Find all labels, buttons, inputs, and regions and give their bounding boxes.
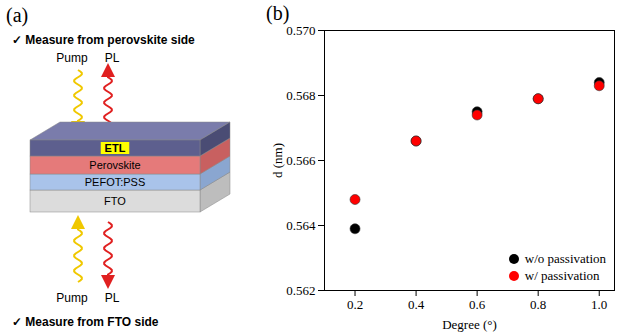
svg-text:PL: PL	[105, 291, 120, 305]
svg-text:PEFOT:PSS: PEFOT:PSS	[85, 176, 146, 188]
html-text:(b): (b)	[266, 2, 290, 24]
svg-text:0.6: 0.6	[469, 297, 486, 312]
svg-text:✓ Measure from perovskite side: ✓ Measure from perovskite side	[12, 33, 195, 47]
svg-text:0.566: 0.566	[286, 153, 316, 168]
svg-text:0.8: 0.8	[530, 297, 546, 312]
svg-text:ETL: ETL	[105, 142, 126, 154]
svg-text:0.564: 0.564	[286, 218, 316, 233]
svg-text:Perovskite: Perovskite	[89, 159, 140, 171]
svg-text:PL: PL	[105, 51, 120, 65]
svg-text:d (nm): d (nm)	[270, 143, 285, 178]
svg-text:0.570: 0.570	[286, 23, 315, 38]
svg-text:✓ Measure from FTO side: ✓ Measure from FTO side	[12, 315, 159, 329]
svg-text:Degree (°): Degree (°)	[442, 317, 497, 332]
svg-text:0.4: 0.4	[408, 297, 425, 312]
svg-text:1.0: 1.0	[591, 297, 607, 312]
svg-text:0.2: 0.2	[347, 297, 363, 312]
svg-text:(a): (a)	[6, 4, 28, 27]
html-text:w/ passivation: w/ passivation	[524, 267, 600, 283]
svg-text:Pump: Pump	[56, 291, 88, 305]
svg-text:FTO: FTO	[104, 195, 126, 207]
svg-text:Pump: Pump	[56, 51, 88, 65]
svg-text:0.562: 0.562	[286, 283, 315, 298]
svg-text:0.568: 0.568	[286, 88, 315, 103]
html-text:w/o passivation: w/o passivation	[524, 250, 606, 266]
